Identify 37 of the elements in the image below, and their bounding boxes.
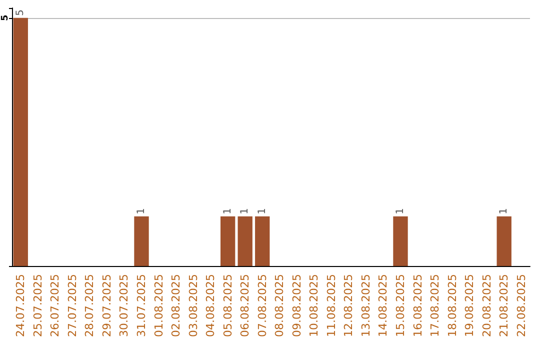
- x-tick-label: 05.08.2025: [221, 274, 234, 338]
- x-tick-label: 12.08.2025: [342, 274, 356, 338]
- x-tick-label: 02.08.2025: [170, 274, 183, 338]
- data-label: 1: [498, 208, 510, 214]
- x-tick-label: 15.08.2025: [394, 274, 407, 338]
- x-tick-label: 18.08.2025: [446, 274, 459, 338]
- x-tick-label: 01.08.2025: [152, 274, 166, 338]
- x-tick-label: 13.08.2025: [359, 274, 372, 338]
- data-label: 1: [256, 208, 268, 214]
- x-tick-label: 14.08.2025: [376, 274, 390, 338]
- data-label: 1: [136, 208, 147, 214]
- x-tick-label: 26.07.2025: [48, 274, 62, 338]
- x-tick-label: 08.08.2025: [273, 274, 286, 338]
- x-tick-label: 24.07.2025: [14, 274, 28, 338]
- data-label: 5: [0, 14, 10, 22]
- x-tick-label: 31.07.2025: [135, 274, 148, 338]
- x-tick-label: 22.08.2025: [514, 274, 528, 338]
- data-label: 1: [222, 208, 234, 214]
- x-tick-label: 17.08.2025: [428, 274, 442, 338]
- x-tick-label: 10.08.2025: [308, 274, 321, 338]
- x-tick-label: 30.07.2025: [118, 274, 131, 338]
- x-tick-label: 06.08.2025: [238, 274, 252, 338]
- x-tick-label: 29.07.2025: [100, 274, 114, 338]
- x-tick-label: 25.07.2025: [31, 274, 44, 338]
- x-tick-label: 04.08.2025: [204, 274, 218, 338]
- x-tick-label: 03.08.2025: [186, 274, 200, 338]
- x-tick-label: 16.08.2025: [411, 274, 424, 338]
- x-tick-label: 19.08.2025: [463, 274, 476, 338]
- x-tick-label: 11.08.2025: [324, 274, 338, 338]
- x-tick-label: 09.08.2025: [290, 274, 304, 338]
- x-tick-label: 27.07.2025: [66, 274, 79, 338]
- x-tick-label: 28.07.2025: [83, 274, 96, 338]
- data-label: 1: [240, 208, 251, 214]
- x-tick-label: 21.08.2025: [498, 274, 511, 338]
- x-tick-label: 20.08.2025: [480, 274, 494, 338]
- x-tick-label: 07.08.2025: [256, 274, 269, 338]
- data-label: 1: [395, 208, 406, 214]
